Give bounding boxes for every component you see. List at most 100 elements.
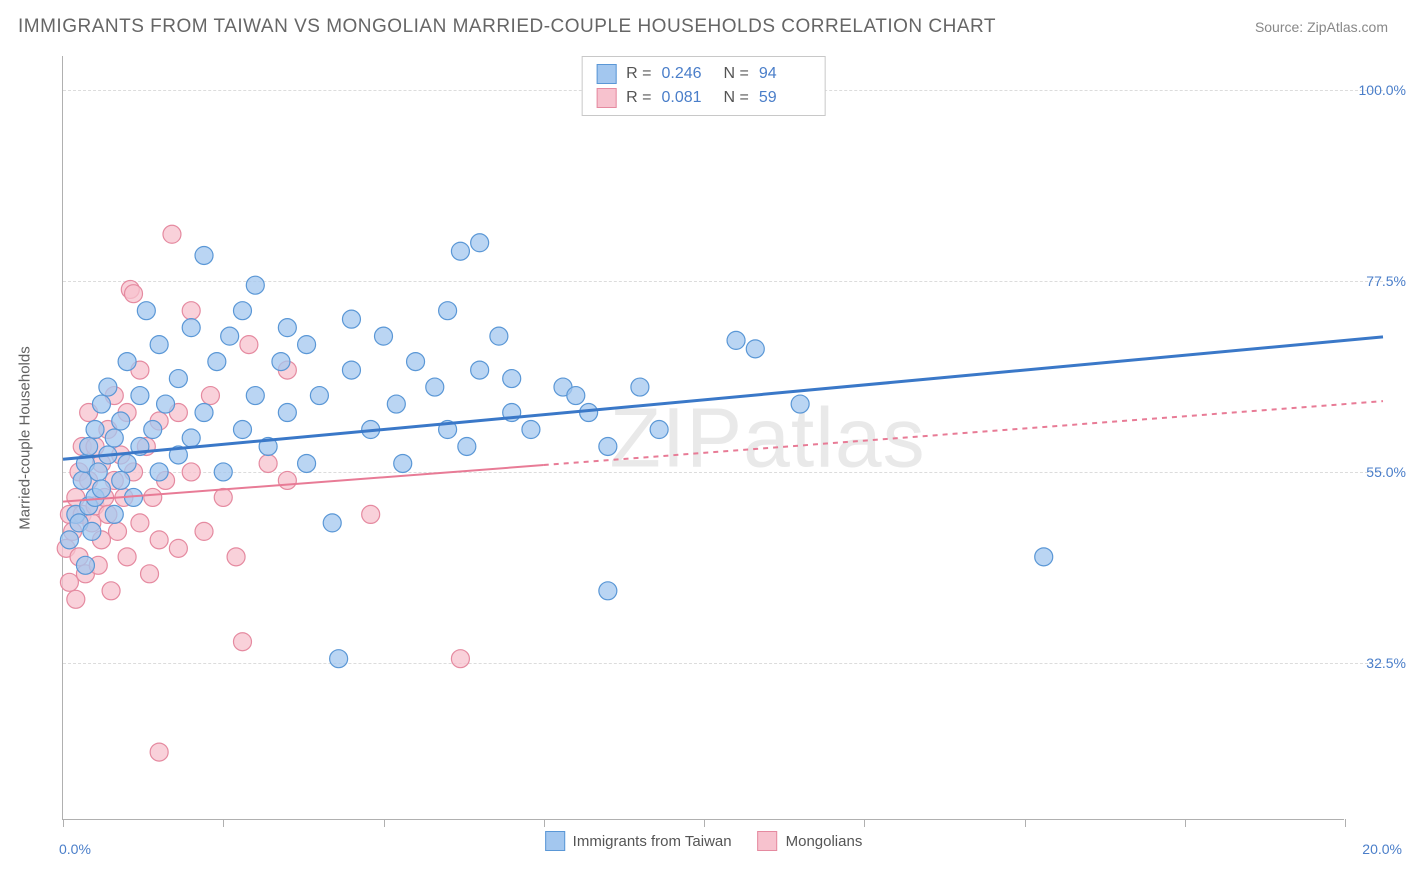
legend-swatch-taiwan — [596, 64, 616, 84]
scatter-point — [108, 522, 126, 540]
legend-swatch-mongolians-2 — [758, 831, 778, 851]
y-axis-label: Married-couple Households — [17, 346, 34, 529]
scatter-point — [272, 353, 290, 371]
scatter-point — [83, 522, 101, 540]
scatter-point — [631, 378, 649, 396]
scatter-point — [503, 370, 521, 388]
scatter-point — [118, 548, 136, 566]
scatter-point — [163, 225, 181, 243]
n-prefix-2: N = — [724, 89, 749, 107]
chart-title: IMMIGRANTS FROM TAIWAN VS MONGOLIAN MARR… — [18, 16, 996, 38]
scatter-point — [522, 421, 540, 439]
scatter-point — [227, 548, 245, 566]
scatter-point — [439, 302, 457, 320]
scatter-point — [490, 327, 508, 345]
scatter-point — [112, 471, 130, 489]
x-tick-label-min: 0.0% — [59, 841, 91, 857]
scatter-point — [99, 378, 117, 396]
scatter-point — [259, 454, 277, 472]
scatter-point — [137, 302, 155, 320]
scatter-point — [112, 412, 130, 430]
scatter-chart — [63, 56, 1383, 820]
scatter-point — [60, 531, 78, 549]
scatter-point — [195, 522, 213, 540]
stats-legend-row-2: R = 0.081 N = 59 — [596, 86, 811, 110]
scatter-point — [362, 505, 380, 523]
legend-label-mongolians: Mongolians — [786, 833, 863, 850]
scatter-point — [246, 387, 264, 405]
scatter-point — [240, 336, 258, 354]
x-tick — [1345, 819, 1346, 827]
scatter-point — [233, 302, 251, 320]
scatter-point — [60, 573, 78, 591]
scatter-point — [169, 370, 187, 388]
legend-swatch-taiwan-2 — [545, 831, 565, 851]
trend-line-mongolians-dashed — [544, 401, 1383, 465]
scatter-point — [76, 556, 94, 574]
scatter-point — [599, 437, 617, 455]
scatter-point — [746, 340, 764, 358]
scatter-point — [105, 505, 123, 523]
scatter-point — [278, 319, 296, 337]
scatter-point — [221, 327, 239, 345]
scatter-point — [92, 395, 110, 413]
x-tick-label-max: 20.0% — [1362, 841, 1402, 857]
scatter-point — [298, 454, 316, 472]
scatter-point — [342, 310, 360, 328]
scatter-point — [791, 395, 809, 413]
r-value-mongolians: 0.081 — [662, 89, 714, 107]
scatter-point — [169, 539, 187, 557]
n-prefix: N = — [724, 65, 749, 83]
bottom-legend-item-1: Immigrants from Taiwan — [545, 831, 732, 851]
x-tick — [1025, 819, 1026, 827]
scatter-point — [150, 743, 168, 761]
scatter-point — [394, 454, 412, 472]
scatter-point — [73, 471, 91, 489]
x-tick — [63, 819, 64, 827]
legend-swatch-mongolians — [596, 88, 616, 108]
scatter-point — [214, 463, 232, 481]
scatter-point — [157, 395, 175, 413]
scatter-point — [195, 246, 213, 264]
scatter-point — [278, 471, 296, 489]
scatter-point — [67, 590, 85, 608]
plot-area: Married-couple Households ZIPatlas 32.5%… — [62, 56, 1344, 820]
scatter-point — [131, 514, 149, 532]
scatter-point — [86, 421, 104, 439]
scatter-point — [182, 319, 200, 337]
scatter-point — [102, 582, 120, 600]
scatter-point — [342, 361, 360, 379]
scatter-point — [451, 242, 469, 260]
scatter-point — [118, 454, 136, 472]
scatter-point — [141, 565, 159, 583]
scatter-point — [125, 285, 143, 303]
r-value-taiwan: 0.246 — [662, 65, 714, 83]
scatter-point — [182, 429, 200, 447]
scatter-point — [118, 353, 136, 371]
scatter-point — [150, 336, 168, 354]
x-tick — [544, 819, 545, 827]
x-tick — [384, 819, 385, 827]
scatter-point — [298, 336, 316, 354]
x-tick — [223, 819, 224, 827]
r-prefix: R = — [626, 65, 651, 83]
scatter-point — [182, 302, 200, 320]
scatter-point — [144, 488, 162, 506]
scatter-point — [458, 437, 476, 455]
stats-legend-row-1: R = 0.246 N = 94 — [596, 62, 811, 86]
n-value-taiwan: 94 — [759, 65, 811, 83]
scatter-point — [195, 404, 213, 422]
scatter-point — [150, 463, 168, 481]
x-tick — [864, 819, 865, 827]
scatter-point — [1035, 548, 1053, 566]
x-tick — [704, 819, 705, 827]
scatter-point — [105, 429, 123, 447]
scatter-point — [208, 353, 226, 371]
scatter-point — [567, 387, 585, 405]
scatter-point — [278, 404, 296, 422]
bottom-legend-item-2: Mongolians — [758, 831, 863, 851]
scatter-point — [650, 421, 668, 439]
scatter-point — [89, 463, 107, 481]
scatter-point — [233, 421, 251, 439]
scatter-point — [310, 387, 328, 405]
